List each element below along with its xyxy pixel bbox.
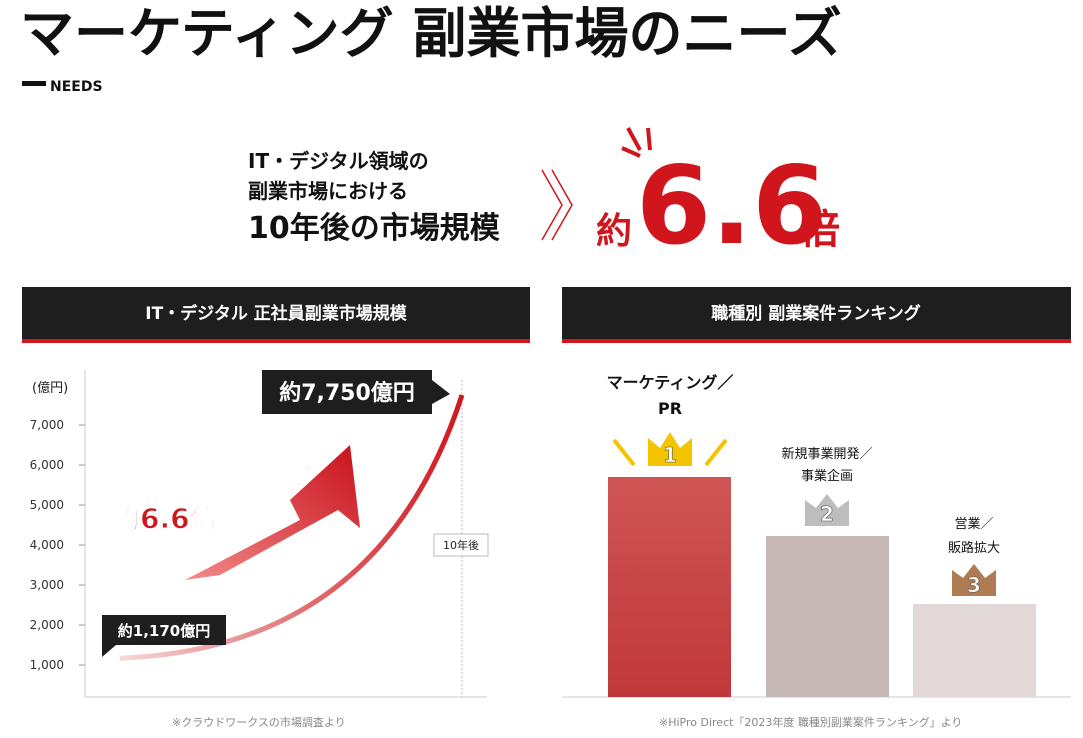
value-label: 約1,170億円	[118, 622, 210, 640]
value-label: 約7,750億円	[279, 380, 415, 406]
page-title: マーケティング 副業市場のニーズ	[20, 2, 842, 65]
panel-header	[22, 287, 530, 339]
y-tick-label: 5,000	[30, 498, 64, 512]
y-axis-label: (億円)	[32, 380, 68, 396]
rank-label: 販路拡大	[948, 540, 1000, 556]
headline-line: 10年後の市場規模	[248, 211, 500, 246]
spark	[621, 127, 652, 158]
value-label-box	[262, 370, 432, 414]
y-tick-label: 4,000	[30, 538, 64, 552]
chevron	[541, 169, 563, 241]
rank-bar	[608, 477, 731, 697]
y-tick-label: 2,000	[30, 618, 64, 632]
chevron	[551, 169, 573, 241]
rank-number: 2	[820, 502, 834, 526]
value-label-box	[102, 615, 226, 645]
x-label-box	[433, 533, 489, 557]
source-note: ※HiPro Direct「2023年度 職種別副業案件ランキング」より	[659, 715, 962, 729]
y-tick-label: 7,000	[30, 418, 64, 432]
rank-number: 3	[967, 573, 981, 597]
growth-curve	[119, 394, 465, 661]
headline-prefix: 約	[596, 211, 632, 252]
rank-label: マーケティング／	[607, 373, 734, 392]
label-pointer	[102, 645, 116, 657]
rank-label: 新規事業開発／	[781, 446, 872, 462]
headline-line: 副業市場における	[248, 179, 408, 203]
headline-line: IT・デジタル領域の	[248, 149, 429, 173]
headline-multiple: 6.6	[636, 144, 827, 269]
crown	[648, 432, 692, 466]
rank-number: 1	[663, 443, 677, 467]
headline-suffix: 倍	[800, 207, 840, 253]
y-tick-label: 6,000	[30, 458, 64, 472]
crown-rays	[612, 438, 728, 467]
panel-accent	[562, 339, 1071, 343]
crown	[952, 564, 996, 596]
rank-label: PR	[658, 399, 682, 418]
y-tick-label: 1,000	[30, 658, 64, 672]
rank-label: 営業／	[954, 516, 993, 532]
x-label: 10年後	[443, 538, 479, 552]
accent-bar	[22, 81, 46, 86]
rank-bar	[766, 536, 889, 697]
crown	[805, 494, 849, 526]
subtitle: NEEDS	[50, 79, 103, 95]
ranking-title: 職種別 副業案件ランキング	[711, 303, 920, 324]
growth-arrow	[185, 445, 360, 580]
rank-label: 事業企画	[801, 468, 853, 484]
rank-bar	[913, 604, 1036, 697]
panel-header	[562, 287, 1071, 339]
label-pointer	[432, 380, 450, 404]
chart-annotation: 約6.6倍	[112, 502, 218, 535]
chart-title: IT・デジタル 正社員副業市場規模	[145, 303, 407, 324]
panel-accent	[22, 339, 530, 343]
source-note: ※クラウドワークスの市場調査より	[172, 715, 346, 729]
y-tick-label: 3,000	[30, 578, 64, 592]
